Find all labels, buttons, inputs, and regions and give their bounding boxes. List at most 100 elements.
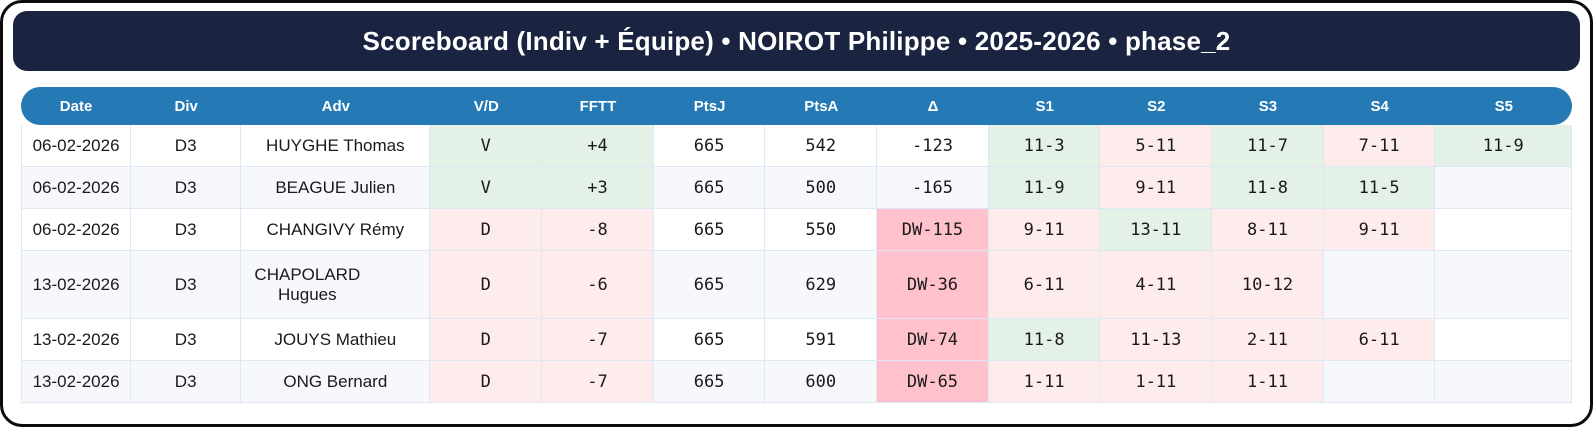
column-header-ptsj: PtsJ bbox=[653, 87, 766, 125]
cell-set-s5 bbox=[1435, 209, 1572, 251]
cell-vd: D bbox=[430, 251, 543, 319]
cell-ptsj: 665 bbox=[653, 251, 766, 319]
cell-set-s4: 9-11 bbox=[1323, 209, 1436, 251]
cell-adv: BEAGUE Julien bbox=[241, 167, 431, 209]
cell-ptsj: 665 bbox=[653, 209, 766, 251]
cell-set-s3: 10-12 bbox=[1212, 251, 1324, 319]
column-header-vd: V/D bbox=[430, 87, 543, 125]
cell-set-s4 bbox=[1323, 251, 1436, 319]
column-header-s3: S3 bbox=[1212, 87, 1324, 125]
column-header-s4: S4 bbox=[1323, 87, 1436, 125]
column-header-ptsa: PtsA bbox=[765, 87, 878, 125]
cell-div: D3 bbox=[131, 361, 242, 403]
header-row: Date Div Adv V/D FFTT PtsJ PtsA Δ S1 S2 … bbox=[21, 87, 1572, 125]
cell-fftt: -7 bbox=[542, 361, 654, 403]
cell-set-s4: 6-11 bbox=[1323, 319, 1436, 361]
cell-ptsa: 550 bbox=[765, 209, 878, 251]
page-title: Scoreboard (Indiv + Équipe) • NOIROT Phi… bbox=[362, 25, 1231, 56]
cell-div: D3 bbox=[131, 209, 242, 251]
table-row: 06-02-2026 D3 BEAGUE Julien V +3 665 500 -165 11… bbox=[21, 167, 1572, 209]
cell-ptsa: 591 bbox=[765, 319, 878, 361]
cell-date: 13-02-2026 bbox=[21, 251, 132, 319]
cell-set-s1: 11-9 bbox=[988, 167, 1101, 209]
column-header-s5: S5 bbox=[1435, 87, 1572, 125]
cell-vd: D bbox=[430, 319, 543, 361]
cell-date: 13-02-2026 bbox=[21, 319, 132, 361]
table-row: 13-02-2026 D3 JOUYS Mathieu D -7 665 591 DW-74 1… bbox=[21, 319, 1572, 361]
cell-date: 06-02-2026 bbox=[21, 209, 132, 251]
cell-ptsa: 600 bbox=[765, 361, 878, 403]
cell-adv: CHAPOLARD Hugues bbox=[241, 251, 431, 319]
cell-set-s3: 1-11 bbox=[1212, 361, 1324, 403]
cell-set-s3: 8-11 bbox=[1212, 209, 1324, 251]
cell-set-s3: 11-7 bbox=[1212, 125, 1324, 167]
cell-delta: DW-65 bbox=[877, 361, 989, 403]
cell-set-s1: 11-3 bbox=[988, 125, 1101, 167]
cell-set-s1: 6-11 bbox=[988, 251, 1101, 319]
cell-set-s2: 5-11 bbox=[1100, 125, 1213, 167]
cell-ptsa: 542 bbox=[765, 125, 878, 167]
cell-fftt: +4 bbox=[542, 125, 654, 167]
cell-set-s2: 9-11 bbox=[1100, 167, 1213, 209]
cell-set-s5 bbox=[1435, 251, 1572, 319]
cell-set-s5 bbox=[1435, 167, 1572, 209]
cell-div: D3 bbox=[131, 319, 242, 361]
cell-ptsj: 665 bbox=[653, 125, 766, 167]
cell-set-s1: 11-8 bbox=[988, 319, 1101, 361]
cell-ptsa: 629 bbox=[765, 251, 878, 319]
cell-fftt: -8 bbox=[542, 209, 654, 251]
column-header-delta: Δ bbox=[877, 87, 989, 125]
cell-set-s1: 9-11 bbox=[988, 209, 1101, 251]
cell-set-s3: 11-8 bbox=[1212, 167, 1324, 209]
cell-ptsj: 665 bbox=[653, 167, 766, 209]
title-bar: Scoreboard (Indiv + Équipe) • NOIROT Phi… bbox=[13, 11, 1580, 71]
cell-date: 06-02-2026 bbox=[21, 125, 132, 167]
cell-delta: DW-36 bbox=[877, 251, 989, 319]
cell-delta: -123 bbox=[877, 125, 989, 167]
cell-set-s2: 4-11 bbox=[1100, 251, 1213, 319]
results-table: Date Div Adv V/D FFTT PtsJ PtsA Δ S1 S2 … bbox=[21, 87, 1572, 403]
cell-set-s5: 11-9 bbox=[1435, 125, 1572, 167]
cell-div: D3 bbox=[131, 167, 242, 209]
cell-set-s5 bbox=[1435, 361, 1572, 403]
column-header-adv: Adv bbox=[241, 87, 431, 125]
cell-adv: HUYGHE Thomas bbox=[241, 125, 431, 167]
cell-fftt: +3 bbox=[542, 167, 654, 209]
column-header-div: Div bbox=[131, 87, 242, 125]
cell-set-s1: 1-11 bbox=[988, 361, 1101, 403]
cell-date: 13-02-2026 bbox=[21, 361, 132, 403]
cell-adv: JOUYS Mathieu bbox=[241, 319, 431, 361]
table-row: 13-02-2026 D3 CHAPOLARD Hugues D -6 665 629 DW-… bbox=[21, 251, 1572, 319]
cell-ptsa: 500 bbox=[765, 167, 878, 209]
cell-delta: -165 bbox=[877, 167, 989, 209]
cell-set-s4: 11-5 bbox=[1323, 167, 1436, 209]
column-header-s2: S2 bbox=[1100, 87, 1213, 125]
cell-set-s2: 13-11 bbox=[1100, 209, 1213, 251]
cell-set-s3: 2-11 bbox=[1212, 319, 1324, 361]
table-row: 06-02-2026 D3 CHANGIVY Rémy D -8 665 550 DW-115… bbox=[21, 209, 1572, 251]
cell-adv: ONG Bernard bbox=[241, 361, 431, 403]
table-row: 06-02-2026 D3 HUYGHE Thomas V +4 665 542 -123 11… bbox=[21, 125, 1572, 167]
cell-set-s5 bbox=[1435, 319, 1572, 361]
cell-delta: DW-74 bbox=[877, 319, 989, 361]
column-header-date: Date bbox=[21, 87, 132, 125]
cell-vd: D bbox=[430, 361, 543, 403]
table-header: Date Div Adv V/D FFTT PtsJ PtsA Δ S1 S2 … bbox=[21, 87, 1572, 125]
cell-set-s4: 7-11 bbox=[1323, 125, 1436, 167]
cell-vd: V bbox=[430, 167, 543, 209]
cell-set-s2: 11-13 bbox=[1100, 319, 1213, 361]
cell-ptsj: 665 bbox=[653, 361, 766, 403]
cell-vd: V bbox=[430, 125, 543, 167]
results-table-container: Date Div Adv V/D FFTT PtsJ PtsA Δ S1 S2 … bbox=[21, 87, 1572, 403]
cell-div: D3 bbox=[131, 251, 242, 319]
table-body: 06-02-2026 D3 HUYGHE Thomas V +4 665 542 -123 11… bbox=[21, 125, 1572, 403]
cell-vd: D bbox=[430, 209, 543, 251]
cell-adv: CHANGIVY Rémy bbox=[241, 209, 431, 251]
column-header-fftt: FFTT bbox=[542, 87, 654, 125]
table-row: 13-02-2026 D3 ONG Bernard D -7 665 600 DW-65 1-1… bbox=[21, 361, 1572, 403]
cell-set-s4 bbox=[1323, 361, 1436, 403]
cell-date: 06-02-2026 bbox=[21, 167, 132, 209]
cell-set-s2: 1-11 bbox=[1100, 361, 1213, 403]
cell-ptsj: 665 bbox=[653, 319, 766, 361]
